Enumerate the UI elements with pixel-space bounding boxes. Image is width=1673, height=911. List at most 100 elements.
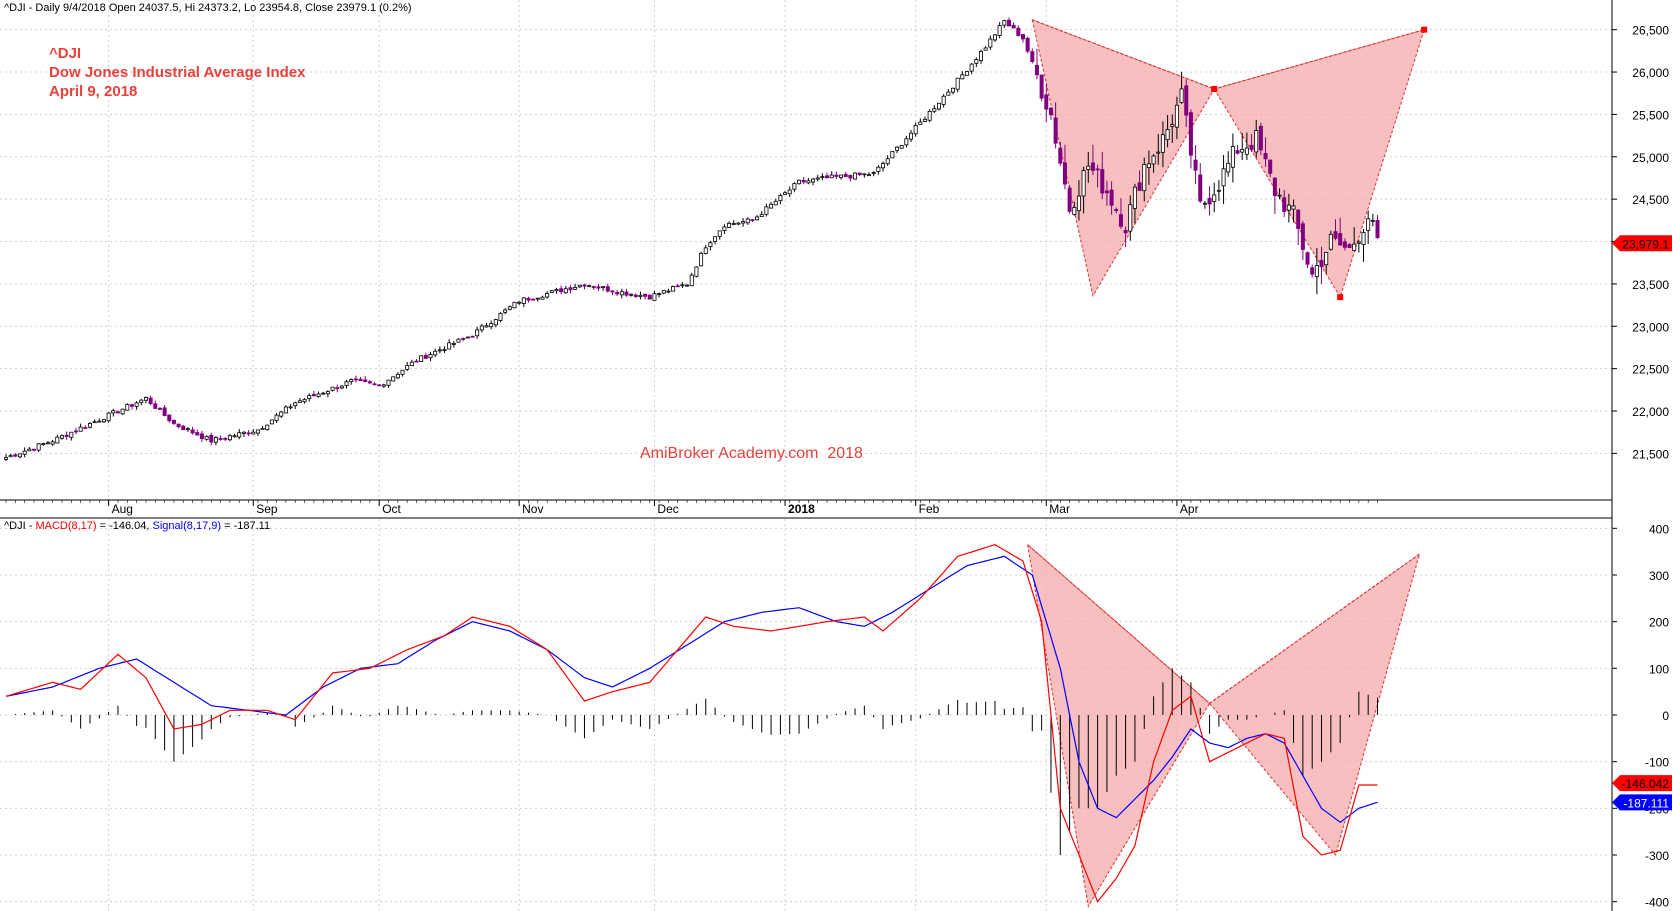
candle <box>582 283 587 290</box>
candle-body <box>1146 163 1151 168</box>
candle-body <box>400 369 405 375</box>
candle <box>708 240 713 251</box>
price-tick-label: 22,500 <box>1632 363 1669 377</box>
candle-body <box>633 294 638 297</box>
candle-body <box>969 63 974 72</box>
candle-body <box>582 284 587 287</box>
candle-body <box>1002 20 1007 26</box>
candle <box>918 118 923 125</box>
candle <box>512 301 517 309</box>
candle-body <box>64 434 69 437</box>
candle-body <box>293 402 298 407</box>
candle-body <box>988 38 993 48</box>
candle-body <box>279 411 284 417</box>
price-tick-label: 23,500 <box>1632 278 1669 292</box>
candle-body <box>890 151 895 159</box>
candle-body <box>87 423 92 428</box>
candle-body <box>157 408 162 410</box>
candle <box>330 386 335 392</box>
candle <box>815 174 820 182</box>
candle-body <box>1347 244 1352 248</box>
macd-header: ^DJI - MACD(8,17) = -146.04, Signal(8,17… <box>4 520 270 532</box>
candle-body <box>344 381 349 386</box>
candle <box>825 172 830 179</box>
candle <box>1221 155 1226 205</box>
candle-body <box>335 387 340 390</box>
candle <box>493 318 498 328</box>
candle-body <box>148 397 153 405</box>
candle <box>1118 198 1123 229</box>
candle <box>1086 151 1091 183</box>
candle-body <box>1179 88 1184 103</box>
date-tick-label: Sep <box>256 502 278 516</box>
candle-body <box>811 178 816 183</box>
harmonic-pattern-price <box>1031 19 1428 301</box>
candle <box>283 405 288 414</box>
price-grid <box>0 0 1612 500</box>
candle <box>1324 251 1329 274</box>
candle-body <box>419 355 424 362</box>
price-tick-label: 23,000 <box>1632 320 1669 334</box>
candle <box>764 203 769 217</box>
candle-body <box>59 435 64 439</box>
macd-line <box>5 544 1378 903</box>
candle-body <box>610 290 615 293</box>
candle <box>694 266 699 278</box>
date-tick-label: Feb <box>919 502 940 516</box>
candle <box>1193 145 1198 184</box>
symbol-title: ^DJI <box>49 45 81 62</box>
candle <box>1310 264 1315 278</box>
candle <box>433 348 438 358</box>
signal-value-label-marker <box>1612 794 1672 811</box>
candle-body <box>736 222 741 225</box>
candle <box>974 57 979 68</box>
candle-body <box>433 350 438 356</box>
candle-body <box>1170 124 1175 127</box>
candle <box>717 230 722 240</box>
candle-body <box>778 194 783 202</box>
candle-body <box>171 419 176 424</box>
candle-body <box>722 226 727 231</box>
candle-body <box>881 163 886 169</box>
candle <box>498 312 503 323</box>
candle-body <box>843 173 848 177</box>
candle-body <box>358 378 363 381</box>
candle-body <box>489 323 494 328</box>
candle-body <box>442 349 447 351</box>
price-tick-label: 21,500 <box>1632 447 1669 461</box>
candle-body <box>727 222 732 228</box>
candle <box>106 412 111 423</box>
candle <box>167 414 172 423</box>
candle-body <box>325 391 330 395</box>
candle-body <box>773 200 778 206</box>
candle-body <box>1352 243 1357 251</box>
candle <box>521 297 526 308</box>
macd-tick-label: 300 <box>1649 569 1669 583</box>
candle <box>540 295 545 300</box>
candle <box>964 70 969 76</box>
candle <box>1100 151 1105 200</box>
candle <box>876 165 881 175</box>
candle-body <box>414 360 419 363</box>
candle <box>596 283 601 291</box>
candle <box>1146 150 1151 185</box>
candle <box>1212 182 1217 213</box>
candle-body <box>1137 182 1142 191</box>
candle <box>895 146 900 154</box>
candle-body <box>311 393 316 397</box>
candle-body <box>596 286 601 289</box>
candle <box>950 87 955 95</box>
candle <box>960 71 965 80</box>
candle-body <box>479 325 484 331</box>
candle-body <box>517 301 522 304</box>
candle <box>195 429 200 436</box>
candle-body <box>974 59 979 64</box>
candle <box>992 33 997 42</box>
candle-body <box>923 118 928 122</box>
candle <box>577 284 582 289</box>
candle-body <box>31 448 36 451</box>
candle <box>1034 48 1039 80</box>
candle <box>1375 214 1380 239</box>
candle-body <box>652 293 657 301</box>
candle-body <box>409 361 414 366</box>
